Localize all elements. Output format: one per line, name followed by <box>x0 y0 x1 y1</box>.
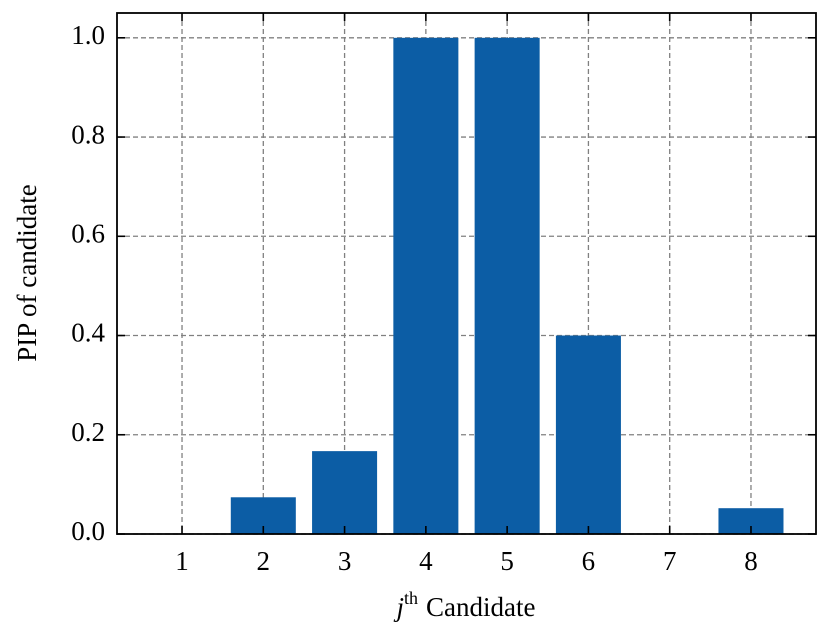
y-tick-label: 0.2 <box>71 417 105 447</box>
x-tick-label: 5 <box>500 546 514 576</box>
x-tick-label: 6 <box>582 546 596 576</box>
x-tick-label: 8 <box>744 546 758 576</box>
bar <box>393 37 459 535</box>
y-tick-label: 1.0 <box>71 20 105 50</box>
x-tick-label: 7 <box>663 546 677 576</box>
x-label-superscript: th <box>404 588 418 608</box>
y-tick-label: 0.8 <box>71 119 105 149</box>
y-tick-label: 0.4 <box>71 318 105 348</box>
y-tick-label: 0.6 <box>71 218 105 248</box>
y-tick-label: 0.0 <box>71 516 105 546</box>
plot-frame <box>116 12 817 535</box>
bar <box>474 37 540 535</box>
x-tick-label: 3 <box>338 546 352 576</box>
bar <box>555 335 621 534</box>
x-label-text: Candidate <box>426 592 535 622</box>
x-axis-label: jth Candidate <box>394 588 536 622</box>
y-axis-label: PIP of candidate <box>12 184 42 361</box>
x-label-variable: j <box>394 592 405 622</box>
x-tick-label: 2 <box>257 546 271 576</box>
x-tick-label: 1 <box>175 546 189 576</box>
x-tick-label: 4 <box>419 546 433 576</box>
bar <box>312 451 378 534</box>
